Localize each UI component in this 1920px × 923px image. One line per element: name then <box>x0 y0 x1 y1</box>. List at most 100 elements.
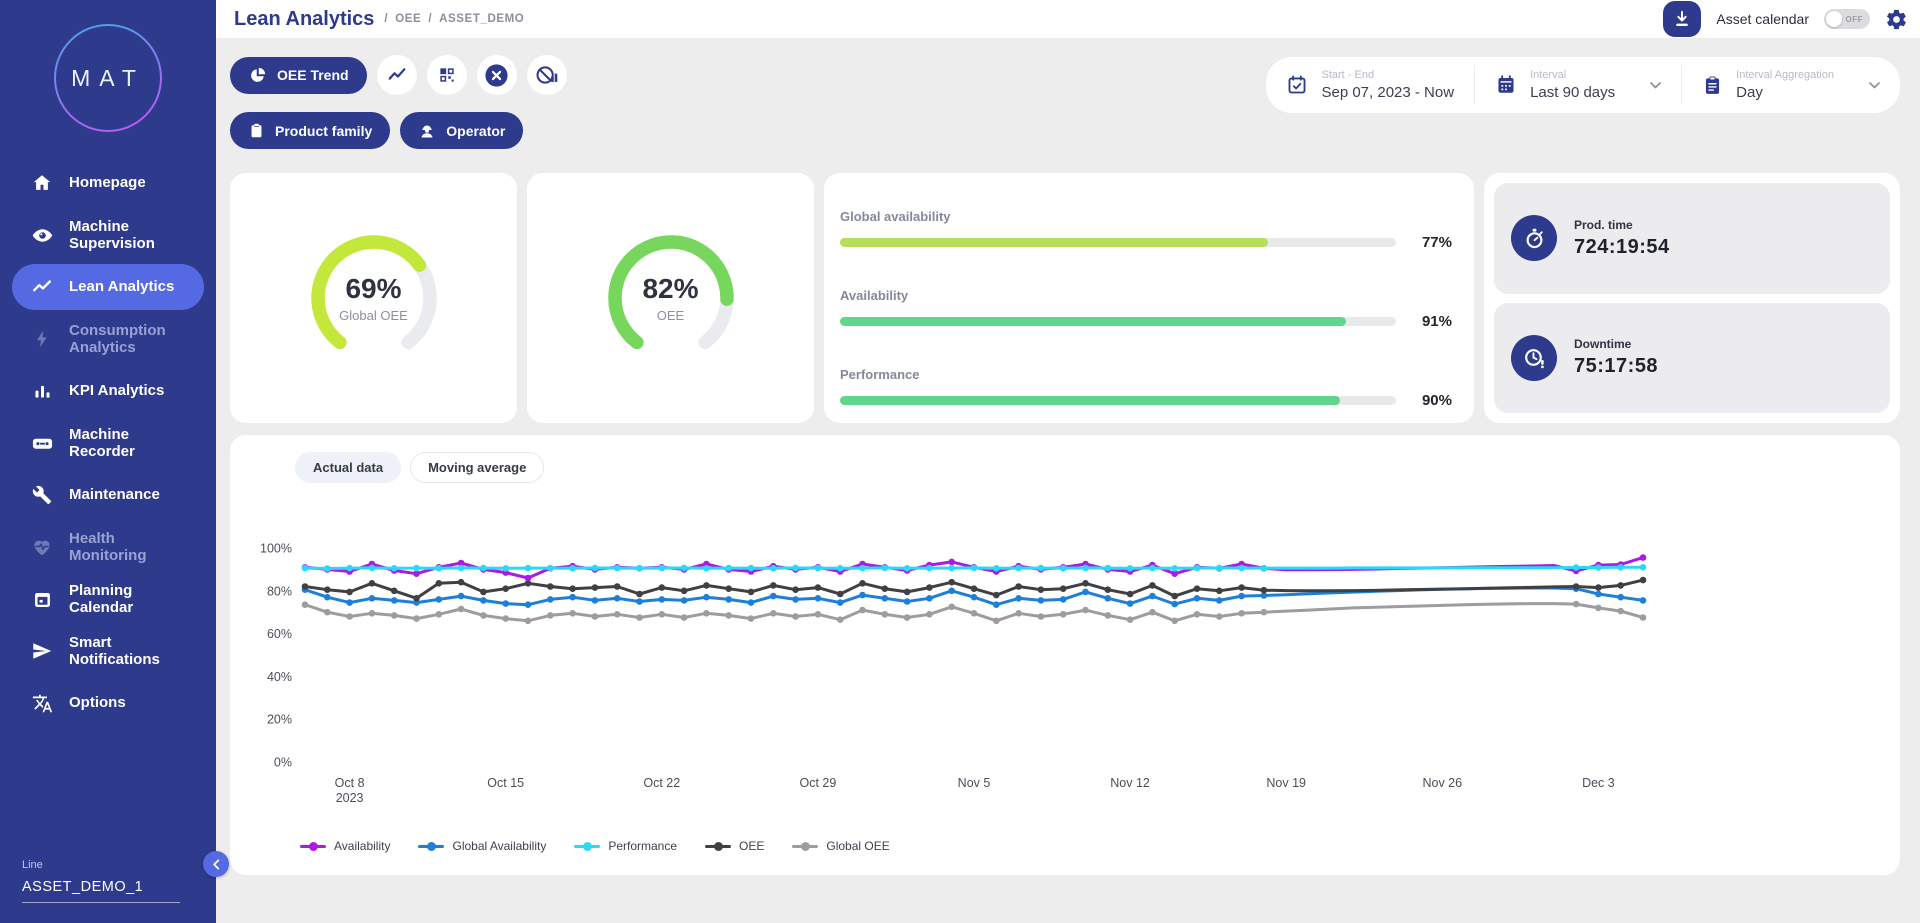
availability-value: 91% <box>1421 313 1452 330</box>
sidebar-collapse-button[interactable] <box>203 851 229 877</box>
sidebar-item-homepage[interactable]: Homepage <box>12 160 204 206</box>
legend-swatch <box>705 841 732 851</box>
prod-time-box: Prod. time 724:19:54 <box>1494 183 1890 294</box>
chart-legend: Availability Global Availability Perform… <box>300 839 890 853</box>
product-family-button[interactable]: Product family <box>230 112 391 149</box>
legend-global-availability[interactable]: Global Availability <box>418 839 546 853</box>
sidebar-item-health-monitoring[interactable]: Health Monitoring <box>12 524 204 570</box>
sidebar-item-planning-calendar[interactable]: Planning Calendar <box>12 576 204 622</box>
prod-time-label: Prod. time <box>1574 217 1633 232</box>
trend-line-icon <box>388 68 406 80</box>
sidebar-item-machine-recorder[interactable]: Machine Recorder <box>12 420 204 466</box>
stopwatch-icon <box>1511 215 1557 262</box>
toggle-state-label: OFF <box>1845 15 1863 24</box>
clock-alert-icon <box>1511 334 1557 381</box>
toggle-knob <box>1826 11 1842 27</box>
oee-gauge <box>607 235 734 350</box>
svg-text:100%: 100% <box>260 542 292 556</box>
chevron-left-icon <box>212 858 219 870</box>
progress-fill <box>840 317 1346 326</box>
no-chart-icon <box>536 66 557 84</box>
global-availability-value: 77% <box>1421 234 1452 251</box>
sidebar: MAT Homepage Machine Supervision Lean An… <box>0 0 229 923</box>
sidebar-item-smart-notifications[interactable]: Smart Notifications <box>12 628 204 674</box>
pie-chart-icon <box>251 67 266 82</box>
line-view-button[interactable] <box>376 55 417 95</box>
sidebar-item-options[interactable]: Options <box>12 680 204 726</box>
breadcrumb: / OEE / ASSET_DEMO <box>384 13 524 25</box>
date-filter-panel: Start - End Sep 07, 2023 - Now Interval … <box>1266 57 1900 113</box>
performance-row: Performance 90% <box>840 367 1452 409</box>
bar-chart-icon <box>30 379 54 403</box>
availability-bars-card: Global availability 77% Availability 91%… <box>824 173 1474 423</box>
sidebar-item-label: Consumption Analytics <box>69 321 166 356</box>
sidebar-item-label: Health Monitoring <box>69 529 147 564</box>
progress-track <box>840 317 1396 326</box>
legend-swatch <box>300 841 326 851</box>
legend-swatch <box>574 841 601 851</box>
calendar-icon <box>30 587 54 611</box>
sidebar-footer: Line ASSET_DEMO_1 <box>22 859 180 903</box>
operator-icon <box>421 125 433 137</box>
translate-icon <box>30 691 54 715</box>
oee-gauge-card: 82% OEE <box>527 173 814 423</box>
filter-row: OEE Trend Product family <box>230 55 1900 149</box>
grid-view-button[interactable] <box>426 55 467 95</box>
gear-icon[interactable] <box>1885 8 1908 31</box>
oee-trend-button[interactable]: OEE Trend <box>230 56 367 94</box>
hide-chart-button[interactable] <box>526 55 567 95</box>
svg-text:20%: 20% <box>267 713 292 727</box>
breadcrumb-separator: / <box>384 13 389 25</box>
breadcrumb-item-oee[interactable]: OEE <box>395 13 422 25</box>
header-actions: Asset calendar OFF <box>1663 1 1908 37</box>
svg-text:Nov 26: Nov 26 <box>1422 776 1462 790</box>
interval-aggregation-select[interactable]: Interval Aggregation Day <box>1682 65 1900 105</box>
line-label: Line <box>22 859 43 871</box>
global-oee-value: 69% <box>345 273 402 304</box>
interval-label: Interval <box>1530 69 1567 81</box>
start-end-label: Start - End <box>1321 69 1375 81</box>
home-icon <box>30 171 54 195</box>
svg-text:Oct 8: Oct 8 <box>335 776 365 790</box>
filter-buttons: OEE Trend Product family <box>230 55 567 149</box>
svg-text:2023: 2023 <box>336 791 364 805</box>
sidebar-item-kpi-analytics[interactable]: KPI Analytics <box>12 368 204 414</box>
legend-swatch <box>792 841 819 851</box>
asset-calendar-toggle[interactable]: OFF <box>1824 9 1870 29</box>
availability-row: Availability 91% <box>840 288 1452 330</box>
operator-button[interactable]: Operator <box>400 112 524 149</box>
legend-global-oee[interactable]: Global OEE <box>792 839 890 853</box>
bolt-icon <box>30 327 54 351</box>
oee-label: OEE <box>656 308 685 323</box>
sidebar-item-machine-supervision[interactable]: Machine Supervision <box>12 212 204 258</box>
clipboard-list-icon <box>1706 75 1720 94</box>
eye-icon <box>30 223 54 247</box>
interval-select[interactable]: Interval Last 90 days <box>1475 65 1683 105</box>
progress-fill <box>840 238 1269 247</box>
global-availability-row: Global availability 77% <box>840 209 1452 251</box>
mat-logo-circle: MAT <box>54 24 162 132</box>
sidebar-item-label: Maintenance <box>69 486 160 504</box>
kpi-cards-row: 69% Global OEE 82% OEE Global availabili… <box>230 173 1900 423</box>
tab-moving-average[interactable]: Moving average <box>410 452 545 483</box>
start-end-field[interactable]: Start - End Sep 07, 2023 - Now <box>1266 65 1476 105</box>
clear-filter-button[interactable] <box>476 55 517 95</box>
tab-actual-data[interactable]: Actual data <box>295 452 402 483</box>
downtime-box: Downtime 75:17:58 <box>1494 302 1890 413</box>
download-button[interactable] <box>1663 1 1702 37</box>
svg-text:Oct 29: Oct 29 <box>799 776 836 790</box>
legend-performance[interactable]: Performance <box>574 839 677 853</box>
sidebar-item-maintenance[interactable]: Maintenance <box>12 472 204 518</box>
asset-selector[interactable]: ASSET_DEMO_1 <box>22 879 180 903</box>
page-title: Lean Analytics <box>234 7 375 30</box>
sidebar-item-label: Options <box>69 694 126 712</box>
sidebar-item-lean-analytics[interactable]: Lean Analytics <box>12 264 204 310</box>
breadcrumb-item-asset[interactable]: ASSET_DEMO <box>439 13 525 25</box>
chevron-down-icon <box>1869 81 1880 88</box>
legend-availability[interactable]: Availability <box>300 839 390 853</box>
progress-fill <box>840 396 1341 405</box>
sidebar-item-consumption-analytics[interactable]: Consumption Analytics <box>12 316 204 362</box>
oee-value: 82% <box>642 273 699 304</box>
legend-oee[interactable]: OEE <box>705 839 764 853</box>
